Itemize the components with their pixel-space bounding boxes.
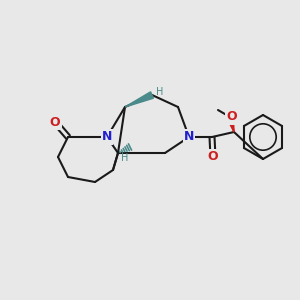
Text: N: N	[102, 130, 112, 143]
Text: H: H	[121, 153, 129, 163]
Text: O: O	[227, 110, 237, 124]
Polygon shape	[125, 92, 153, 107]
Text: H: H	[156, 87, 164, 97]
Text: O: O	[208, 151, 218, 164]
Text: O: O	[50, 116, 60, 128]
Text: N: N	[184, 130, 194, 143]
Polygon shape	[226, 116, 234, 132]
